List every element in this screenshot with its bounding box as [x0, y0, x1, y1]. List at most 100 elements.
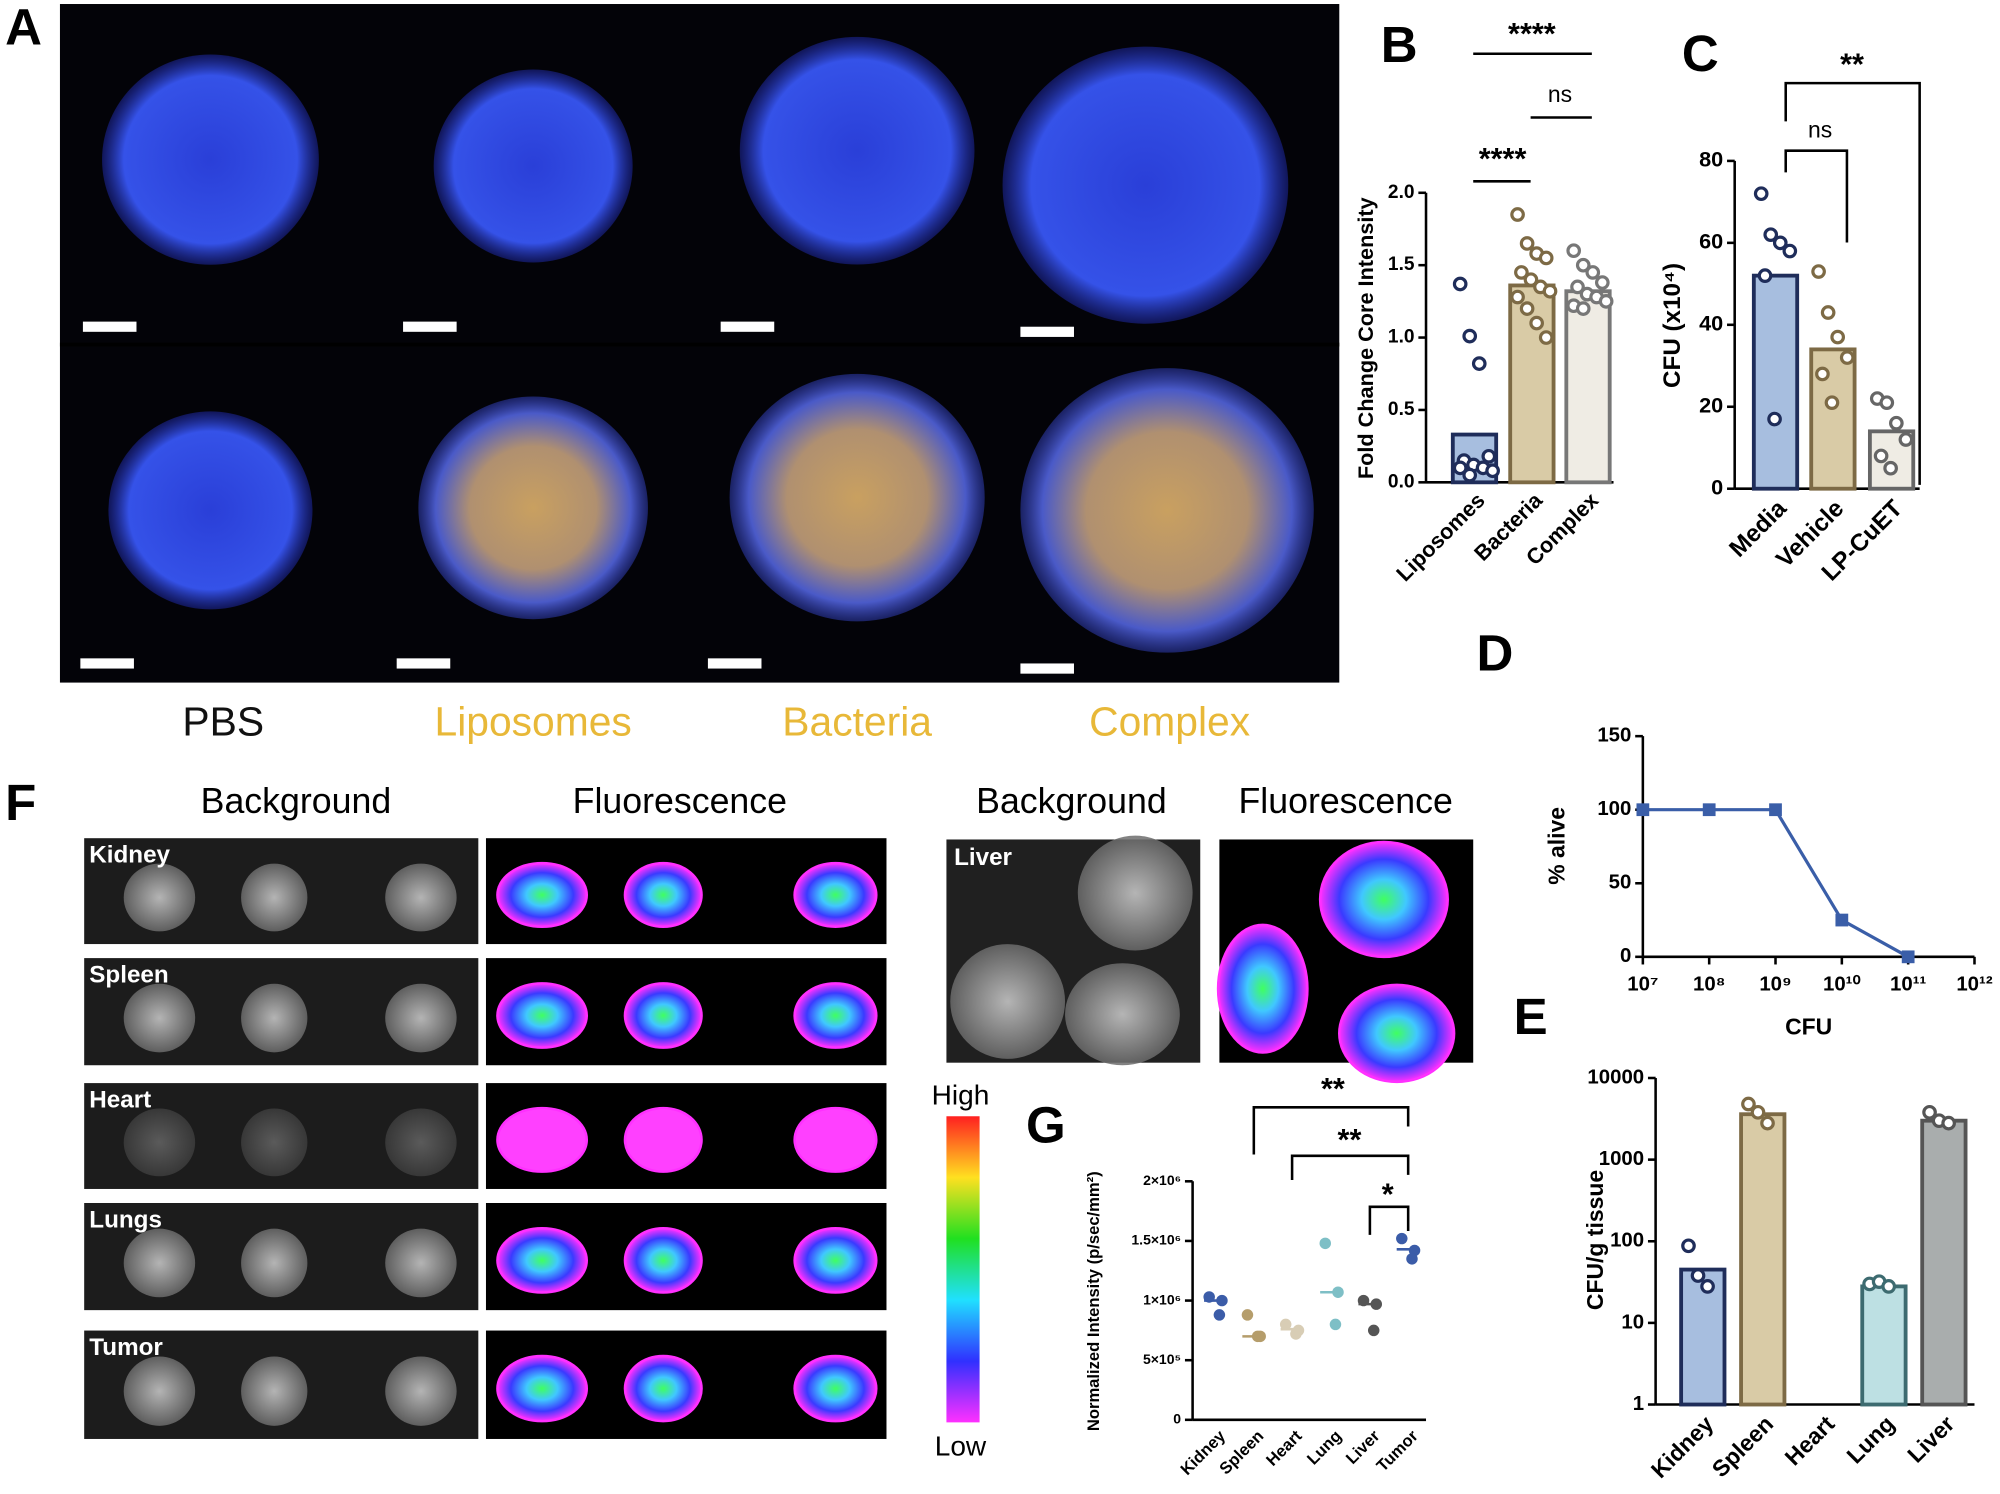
organ — [385, 1228, 457, 1298]
data-point — [1462, 467, 1478, 483]
organ-label: Tumor — [89, 1334, 163, 1361]
data-point — [1216, 1294, 1228, 1307]
data-point — [1452, 276, 1468, 292]
x-tick-label: 10¹⁰ — [1823, 973, 1861, 995]
fluorescent-organ — [496, 1354, 589, 1423]
organ — [123, 1108, 196, 1177]
scale-bar — [1020, 663, 1074, 674]
data-point — [1213, 1309, 1226, 1321]
panel-letter: D — [1476, 625, 1513, 682]
data-point — [1203, 1291, 1215, 1303]
scale-bar — [396, 658, 451, 669]
y-tick-label: 1 — [1633, 1393, 1644, 1415]
spheroid — [108, 411, 313, 610]
x-tick-label: Heart — [1262, 1426, 1306, 1470]
fluorescent-organ — [623, 1106, 703, 1173]
scale-bar — [720, 321, 775, 332]
data-point — [1636, 803, 1650, 817]
y-tick-label: 20 — [1699, 392, 1723, 417]
organ-label: Spleen — [89, 961, 168, 988]
organ-label: Lungs — [89, 1206, 162, 1233]
data-point — [1485, 463, 1500, 479]
data-point — [1538, 250, 1554, 266]
data-point — [1901, 950, 1915, 964]
fluorescent-organ — [623, 1354, 703, 1423]
y-tick-label: 2×10⁶ — [1143, 1172, 1181, 1188]
organ-label: Heart — [89, 1086, 151, 1113]
y-tick-label: 10000 — [1587, 1066, 1644, 1088]
y-tick-label: 80 — [1699, 147, 1723, 172]
data-point — [1575, 257, 1591, 273]
condition-label: Bacteria — [782, 698, 932, 744]
fluorescent-organ — [496, 861, 589, 928]
significance-bracket — [1252, 1106, 1410, 1155]
y-tick-label: 40 — [1699, 311, 1723, 336]
colorbar — [946, 1116, 980, 1423]
y-tick-label: 0.5 — [1388, 399, 1415, 420]
data-point — [1510, 207, 1525, 222]
data-point — [1811, 264, 1826, 279]
image-header: Fluorescence — [1238, 781, 1452, 821]
x-tick-label: Liposomes — [1391, 488, 1490, 587]
data-point — [1357, 1294, 1370, 1307]
data-point — [1873, 448, 1889, 464]
bar — [1751, 273, 1800, 491]
panel-letter: E — [1514, 988, 1548, 1045]
data-point — [1406, 1253, 1418, 1265]
spheroid — [739, 36, 975, 265]
x-tick-label: Heart — [1780, 1410, 1840, 1470]
scale-bar — [1020, 326, 1074, 337]
bar — [1739, 1112, 1787, 1407]
y-tick-label: 1.5 — [1388, 254, 1415, 275]
organ — [241, 1228, 308, 1298]
x-tick-label: 10⁹ — [1759, 973, 1791, 995]
data-point — [1241, 1309, 1254, 1321]
y-axis-label: % alive — [1544, 807, 1570, 885]
y-tick-label: 2.0 — [1388, 182, 1415, 203]
data-point — [1898, 432, 1914, 447]
data-point — [1889, 415, 1904, 431]
data-point — [1769, 803, 1782, 817]
data-point — [1519, 301, 1535, 316]
significance-bracket — [1290, 1154, 1410, 1181]
fluorescent-organ — [623, 861, 703, 928]
organ — [123, 863, 196, 932]
y-tick-label: 60 — [1699, 229, 1723, 254]
data-point — [1279, 1318, 1292, 1331]
data-point — [1830, 329, 1846, 345]
x-tick-label: Spleen — [1707, 1411, 1779, 1483]
y-tick-label: 0 — [1173, 1411, 1181, 1427]
y-tick-label: 50 — [1609, 872, 1632, 894]
y-tick-label: 0.0 — [1388, 471, 1415, 492]
data-point — [1251, 1330, 1264, 1343]
significance-label: ** — [1338, 1123, 1362, 1157]
y-tick-label: 100 — [1610, 1230, 1644, 1252]
data-point — [1510, 289, 1525, 305]
data-point — [1700, 1279, 1715, 1294]
organ — [123, 1228, 196, 1298]
significance-label: ** — [1321, 1072, 1345, 1106]
data-point — [1820, 305, 1836, 320]
spheroid — [1002, 46, 1289, 324]
image-header: Background — [976, 781, 1167, 821]
data-point — [1598, 294, 1614, 309]
organ — [241, 1356, 308, 1426]
organ — [950, 944, 1066, 1059]
spheroid — [433, 69, 633, 263]
organ — [241, 1108, 308, 1177]
data-point — [1329, 1318, 1342, 1331]
x-tick-label: 10¹² — [1956, 973, 1992, 995]
fluorescent-organ — [623, 1226, 703, 1294]
y-tick-label: 1×10⁶ — [1143, 1291, 1181, 1307]
scale-bar — [403, 321, 457, 332]
data-point — [1566, 243, 1582, 259]
y-tick-label: 0 — [1620, 945, 1631, 967]
image-header: Fluorescence — [573, 781, 787, 821]
data-point — [1839, 350, 1855, 365]
data-point — [1481, 448, 1497, 464]
data-point — [1835, 913, 1849, 927]
organ — [385, 1108, 457, 1177]
bar — [1508, 283, 1556, 485]
bar — [1920, 1118, 1968, 1407]
